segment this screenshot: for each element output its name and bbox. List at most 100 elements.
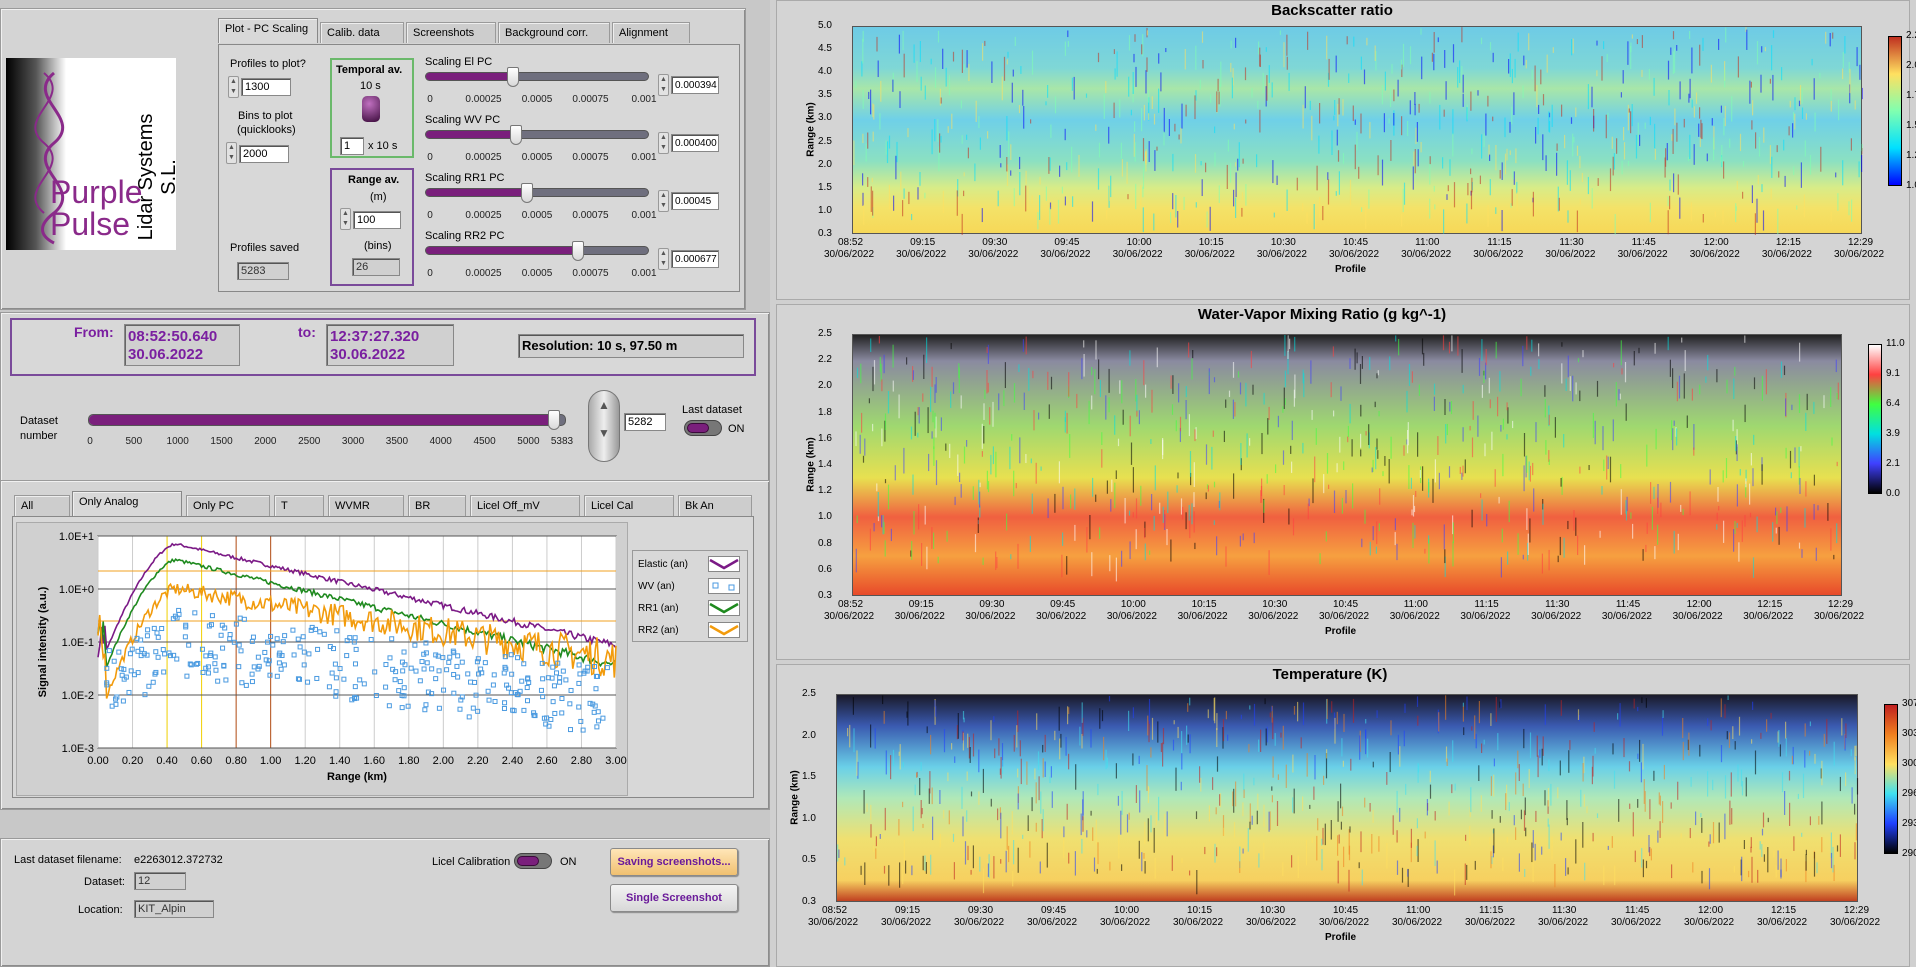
quicklook-noise bbox=[1723, 118, 1725, 136]
signal-xtick: 1.20 bbox=[294, 755, 315, 767]
quicklook-noise bbox=[1049, 157, 1051, 171]
quicklook-noise bbox=[1658, 792, 1660, 805]
settings-tab[interactable]: Alignment bbox=[612, 22, 690, 43]
profiles-input[interactable]: 1300 bbox=[241, 78, 291, 96]
quicklook-noise bbox=[1738, 542, 1740, 562]
quicklook-noise bbox=[1798, 394, 1801, 414]
signal-tab[interactable]: All bbox=[14, 495, 70, 516]
temporal-mult-input[interactable]: 1 bbox=[340, 137, 364, 155]
quicklook-noise bbox=[1532, 462, 1534, 476]
quicklook-noise bbox=[1408, 364, 1411, 386]
dataset-slider-thumb[interactable] bbox=[548, 410, 561, 430]
quicklook-xtick-date: 30/06/2022 bbox=[1611, 917, 1662, 928]
signal-point-wv bbox=[233, 621, 239, 627]
dataset-knob-icon[interactable]: ▲ ▼ bbox=[588, 390, 620, 462]
quicklook-noise bbox=[987, 382, 989, 393]
scaling-stepper[interactable]: ▲ ▼ bbox=[658, 190, 669, 212]
quicklook-noise bbox=[1707, 718, 1709, 726]
quicklook-noise bbox=[1830, 89, 1832, 102]
quicklook-noise bbox=[1592, 412, 1594, 438]
signal-tab[interactable]: T bbox=[274, 495, 324, 516]
quicklook-noise bbox=[1483, 739, 1485, 745]
quicklook-xtick: 09:15 bbox=[895, 905, 921, 916]
settings-tab[interactable]: Calib. data bbox=[320, 22, 404, 43]
bins-stepper[interactable]: ▲ ▼ bbox=[226, 142, 237, 164]
quicklook-noise bbox=[1218, 185, 1220, 203]
last-dataset-toggle[interactable] bbox=[684, 420, 722, 436]
quicklook-noise bbox=[1497, 396, 1499, 417]
scaling-slider-thumb[interactable] bbox=[509, 125, 522, 145]
quicklook-noise bbox=[1739, 133, 1742, 152]
scaling-value-input[interactable]: 0.00045 bbox=[671, 192, 719, 210]
scaling-value-input[interactable]: 0.000677 bbox=[671, 250, 719, 268]
quicklook-noise bbox=[1706, 153, 1708, 162]
signal-tab[interactable]: WVMR bbox=[328, 495, 404, 516]
scaling-slider-thumb[interactable] bbox=[507, 67, 520, 87]
signal-tab[interactable]: Only Analog bbox=[72, 491, 182, 516]
settings-tab[interactable]: Background corr. bbox=[498, 22, 610, 43]
quicklook-noise bbox=[1596, 380, 1599, 397]
quicklook-noise bbox=[1333, 490, 1336, 513]
bins-input[interactable]: 2000 bbox=[239, 145, 289, 163]
signal-tab[interactable]: BR bbox=[408, 495, 466, 516]
quicklook-noise bbox=[1736, 429, 1738, 447]
signal-point-wv bbox=[243, 682, 249, 688]
quicklook-noise bbox=[1319, 103, 1321, 124]
quicklook-noise bbox=[1851, 787, 1853, 804]
dataset-slider[interactable] bbox=[88, 410, 566, 430]
quicklook-noise bbox=[1709, 834, 1711, 844]
location-value: KIT_Alpin bbox=[134, 900, 214, 918]
quicklook-noise bbox=[1389, 356, 1391, 371]
quicklook-xtick-date: 30/06/2022 bbox=[1545, 249, 1596, 260]
scaling-slider[interactable] bbox=[425, 241, 649, 261]
quicklook-colorbar-tick: 3.9 bbox=[1886, 428, 1900, 439]
scaling-slider[interactable] bbox=[425, 125, 649, 145]
quicklook-noise bbox=[1148, 699, 1151, 724]
signal-tab[interactable]: Licel Cal bbox=[584, 495, 674, 516]
signal-tab[interactable]: Bk An bbox=[678, 495, 752, 516]
quicklook-noise bbox=[1661, 716, 1664, 736]
quicklook-noise bbox=[1618, 799, 1620, 822]
range-m-input[interactable]: 100 bbox=[353, 211, 401, 229]
signal-point-wv bbox=[250, 634, 256, 640]
scaling-slider-thumb[interactable] bbox=[520, 183, 533, 203]
scaling-stepper[interactable]: ▲ ▼ bbox=[658, 248, 669, 270]
dataset-number-input[interactable]: 5282 bbox=[624, 413, 666, 431]
settings-tab[interactable]: Screenshots bbox=[406, 22, 496, 43]
scaling-stepper[interactable]: ▲ ▼ bbox=[658, 132, 669, 154]
quicklook-noise bbox=[1368, 432, 1370, 449]
scaling-slider[interactable] bbox=[425, 67, 649, 87]
profiles-stepper[interactable]: ▲ ▼ bbox=[228, 76, 239, 98]
licel-calibration-toggle[interactable] bbox=[514, 853, 552, 869]
settings-tab[interactable]: Plot - PC Scaling bbox=[218, 18, 318, 43]
quicklook-noise bbox=[1135, 529, 1137, 550]
quicklook-noise bbox=[1249, 438, 1251, 446]
quicklook-noise bbox=[1429, 162, 1431, 185]
scaling-slider[interactable] bbox=[425, 183, 649, 203]
temporal-knob-icon[interactable] bbox=[362, 96, 380, 122]
saving-screenshots-button[interactable]: Saving screenshots... bbox=[610, 848, 738, 876]
quicklook-noise bbox=[1494, 469, 1496, 487]
scaling-stepper[interactable]: ▲ ▼ bbox=[658, 74, 669, 96]
single-screenshot-button[interactable]: Single Screenshot bbox=[610, 884, 738, 912]
quicklook-noise bbox=[1423, 352, 1425, 366]
range-stepper[interactable]: ▲ ▼ bbox=[340, 208, 351, 230]
quicklook-noise bbox=[1142, 207, 1144, 233]
quicklook-noise bbox=[1271, 706, 1273, 712]
signal-tab[interactable]: Licel Off_mV bbox=[470, 495, 580, 516]
scaling-value-input[interactable]: 0.000400 bbox=[671, 134, 719, 152]
scaling-value-input[interactable]: 0.000394 bbox=[671, 76, 719, 94]
quicklook-noise bbox=[1761, 184, 1763, 193]
signal-point-wv bbox=[151, 625, 157, 631]
quicklook-noise bbox=[1315, 428, 1317, 445]
scaling-slider-thumb[interactable] bbox=[571, 241, 584, 261]
signal-tab[interactable]: Only PC bbox=[186, 495, 270, 516]
quicklook-noise bbox=[1657, 830, 1659, 843]
quicklook-xtick: 10:30 bbox=[1270, 237, 1296, 248]
quicklook-noise bbox=[1628, 108, 1630, 113]
quicklook-noise bbox=[870, 338, 872, 353]
quicklook-noise bbox=[1819, 72, 1821, 79]
signal-point-wv bbox=[551, 683, 557, 689]
signal-point-wv bbox=[590, 701, 596, 707]
quicklook-noise bbox=[1258, 853, 1260, 868]
